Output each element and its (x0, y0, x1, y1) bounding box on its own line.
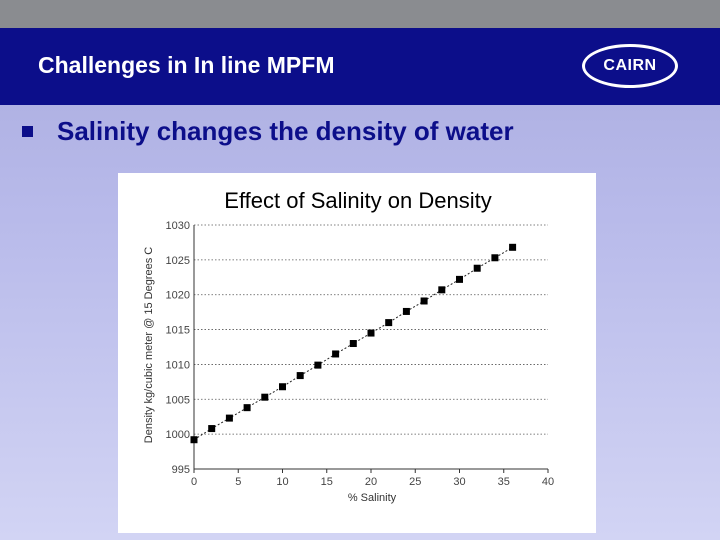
data-point (296, 372, 304, 380)
y-tick-label: 1020 (166, 290, 190, 302)
x-tick-label: 5 (235, 476, 241, 488)
chart-grid (194, 224, 548, 470)
data-point (208, 425, 216, 433)
y-tick-label: 1000 (166, 429, 190, 441)
data-point (314, 361, 322, 369)
top-strip (0, 0, 720, 28)
x-tick-label: 30 (453, 476, 465, 488)
y-tick-labels: 995 1000 1005 1010 1015 1020 1025 1030 (166, 220, 190, 476)
y-tick-label: 1015 (166, 325, 190, 337)
logo-text: CAIRN (603, 57, 657, 74)
cairn-logo: CAIRN (582, 44, 678, 88)
x-tick-label: 25 (409, 476, 421, 488)
salinity-density-chart: Effect of Salinity on Density 0 5 10 15 20 25… (143, 188, 554, 504)
y-tick-label: 1005 (166, 394, 190, 406)
y-axis-label: Density kg/cubic meter @ 15 Degrees C (143, 247, 155, 443)
y-tick-label: 1030 (166, 220, 190, 232)
data-point (473, 264, 481, 272)
data-point (420, 297, 428, 305)
bullet-point: Salinity changes the density of water (22, 116, 514, 147)
x-tick-label: 20 (365, 476, 377, 488)
x-tick-label: 15 (321, 476, 333, 488)
data-point (190, 436, 198, 444)
y-tick-label: 995 (172, 464, 190, 476)
data-point (243, 404, 251, 412)
x-tick-label: 10 (276, 476, 288, 488)
slide-title: Challenges in In line MPFM (38, 52, 335, 78)
chart-title: Effect of Salinity on Density (224, 188, 491, 213)
data-point (261, 393, 269, 401)
bullet-text: Salinity changes the density of water (57, 116, 514, 146)
data-point (332, 350, 340, 358)
x-tick-label: 0 (191, 476, 197, 488)
bullet-square-icon (22, 126, 33, 137)
x-tick-labels: 0 5 10 15 20 25 30 35 40 (191, 476, 554, 488)
data-point (456, 275, 463, 283)
data-point (349, 340, 357, 348)
data-points (190, 243, 517, 444)
y-tick-label: 1025 (166, 255, 190, 267)
data-point (491, 254, 499, 262)
data-point (385, 319, 393, 327)
chart-axes (193, 225, 549, 473)
data-point (279, 383, 286, 391)
x-tick-label: 35 (498, 476, 510, 488)
data-point (367, 329, 375, 337)
slide-header: Challenges in In line MPFM CAIRN (0, 28, 720, 105)
data-point (509, 243, 517, 251)
data-point (438, 286, 446, 294)
x-tick-label: 40 (542, 476, 554, 488)
data-point (225, 414, 233, 422)
y-tick-label: 1010 (166, 359, 190, 371)
data-point (402, 307, 410, 315)
x-axis-label: % Salinity (348, 492, 397, 504)
chart-panel: Effect of Salinity on Density 0 5 10 15 20 25… (118, 173, 596, 533)
